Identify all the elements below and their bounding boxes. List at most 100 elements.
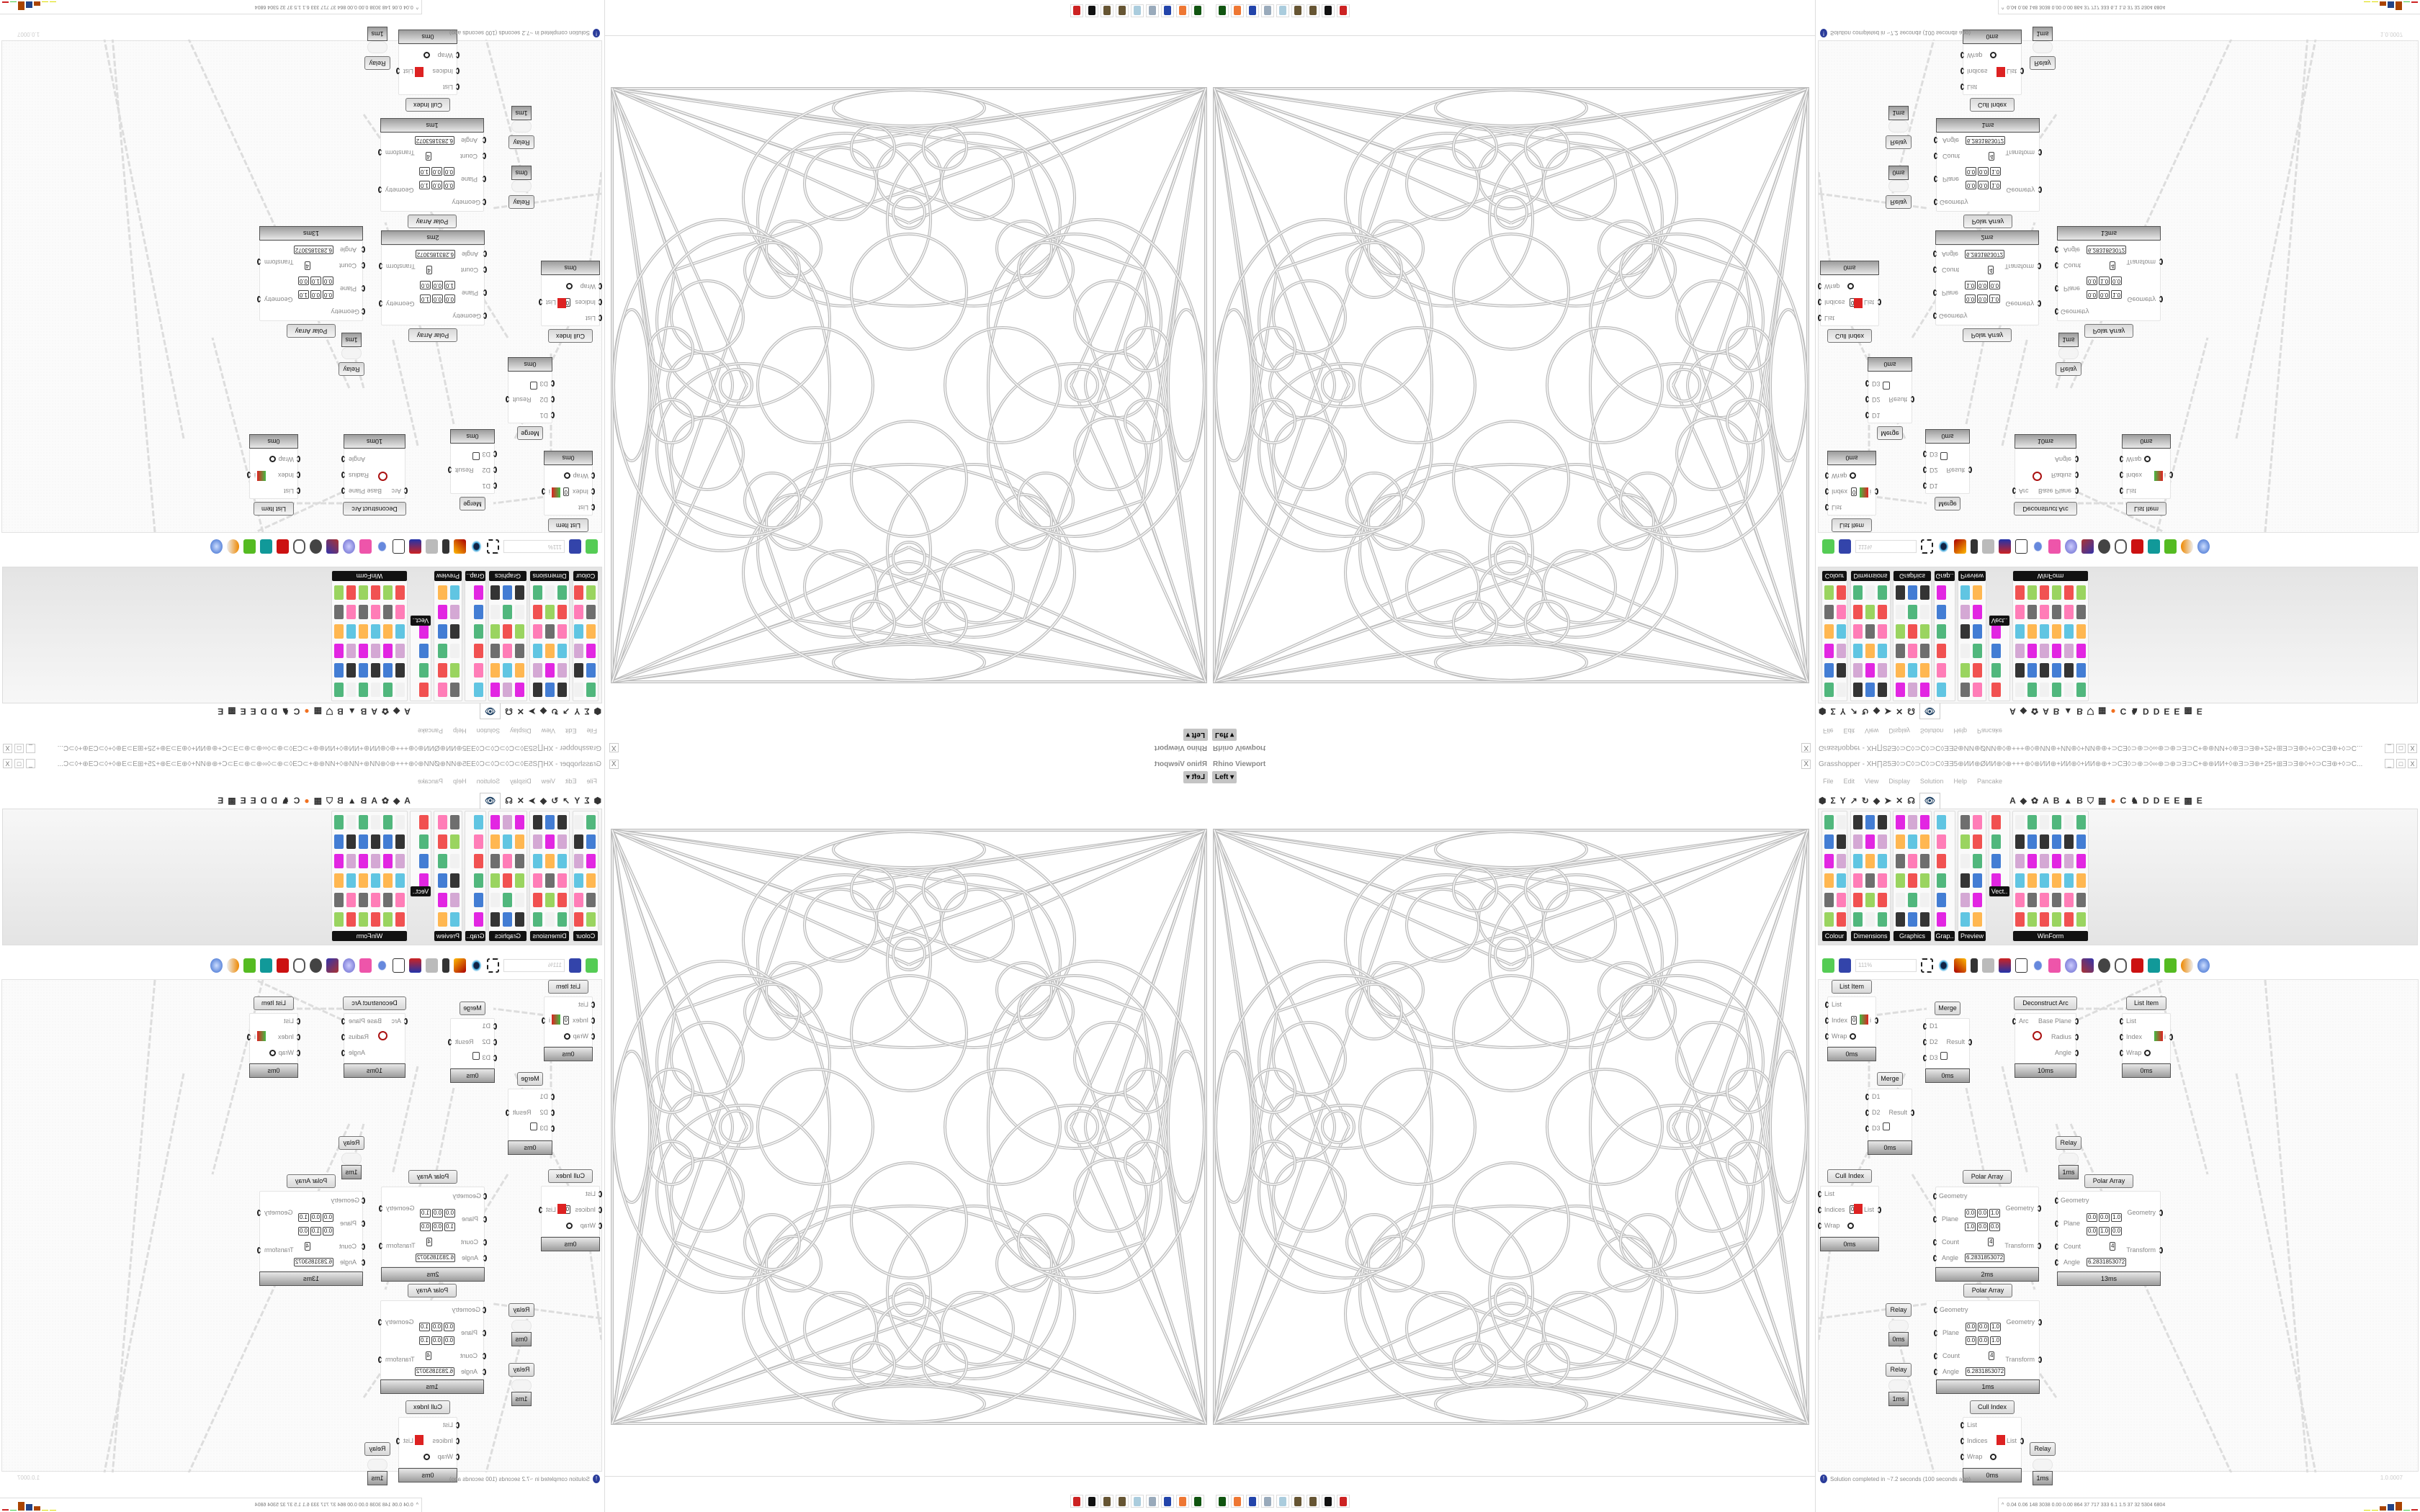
input-grip[interactable] (2055, 1243, 2058, 1250)
view-tab-left[interactable]: Left ▾ (1183, 771, 1208, 783)
plane-o-y-field[interactable]: 0.0 (431, 294, 443, 303)
output-grip[interactable] (1875, 488, 1878, 495)
component-icon[interactable] (1908, 815, 1917, 829)
relay-title[interactable]: Relay (1886, 195, 1912, 209)
component-icon[interactable] (1837, 624, 1846, 639)
relay-body[interactable] (511, 1380, 532, 1392)
input-grip[interactable] (1933, 251, 1937, 257)
component-icon[interactable] (395, 854, 405, 868)
plane-o-y-field[interactable]: 0.0 (1977, 1209, 1989, 1218)
bulb-icon[interactable] (2065, 958, 2077, 973)
component-icon[interactable] (383, 873, 393, 888)
preview-eye-icon[interactable] (1937, 958, 1950, 973)
viewport-close-button[interactable]: X (609, 743, 619, 752)
list-item-body[interactable]: List Index Wrap i 0 (1825, 465, 1878, 516)
chevron-down-icon[interactable]: ▾ (1230, 731, 1234, 739)
tab-icon[interactable]: B (2076, 796, 2083, 806)
firefox-icon[interactable] (1176, 1495, 1189, 1508)
panel-group-label[interactable]: Dimensions (1851, 931, 1890, 941)
floppy-64-icon[interactable] (1246, 4, 1259, 17)
tab-icon[interactable]: ▩ (228, 796, 236, 806)
tab-icon[interactable]: ♞ (2130, 706, 2139, 716)
component-icon[interactable] (346, 605, 356, 619)
polar-array-body[interactable]: Geometry Plane Count Angle Geometry Transform… (257, 1191, 365, 1272)
cog-icon[interactable] (1116, 4, 1129, 17)
blue-sphere-icon[interactable] (2197, 539, 2210, 554)
component-icon[interactable] (1878, 854, 1887, 868)
new-document-icon[interactable] (586, 539, 598, 554)
count-field[interactable]: 4 (425, 152, 431, 161)
tab-icon[interactable]: C (2120, 796, 2127, 806)
component-icon[interactable] (1896, 893, 1905, 907)
deconstruct-arc-body[interactable]: Arc Base Plane Radius Angle (341, 449, 408, 499)
input-grip[interactable] (1933, 1239, 1937, 1246)
tab-icon[interactable]: 👁 (1919, 793, 1941, 809)
viewport-3d-geometry[interactable] (1212, 828, 1813, 1433)
component-icon[interactable] (503, 585, 512, 600)
component-icon[interactable] (545, 644, 555, 658)
cull-index-title[interactable]: Cull Index (1827, 329, 1872, 343)
tab-icon[interactable]: C (2120, 706, 2127, 716)
tab-icon[interactable]: B (2053, 706, 2060, 716)
cluster-icon[interactable] (442, 539, 449, 554)
tab-icon[interactable]: E (2174, 706, 2180, 716)
preview-eye-icon[interactable] (470, 539, 483, 554)
component-icon[interactable] (395, 644, 405, 658)
input-grip[interactable] (493, 1039, 497, 1045)
component-icon[interactable] (557, 815, 567, 829)
output-grip[interactable] (396, 1438, 400, 1444)
panel-group-label[interactable]: Grap.. (465, 571, 485, 581)
input-grip[interactable] (493, 467, 497, 473)
component-icon[interactable] (2076, 854, 2086, 868)
computer-icon[interactable] (1216, 4, 1229, 17)
component-icon[interactable] (1973, 605, 1982, 619)
component-icon[interactable] (2064, 624, 2074, 639)
tab-icon[interactable]: 👁 (479, 793, 501, 809)
relay-body[interactable] (511, 1320, 532, 1332)
input-grip[interactable] (483, 251, 487, 257)
cog-icon[interactable] (1291, 1495, 1304, 1508)
tab-icon[interactable]: D (2143, 706, 2149, 716)
view-tab-left[interactable]: Left ▾ (1183, 729, 1208, 741)
component-icon[interactable] (383, 912, 393, 927)
teal-icon[interactable] (260, 539, 272, 554)
polar-array-body[interactable]: Geometry Plane Count Angle Geometry Transform… (379, 245, 487, 325)
input-grip[interactable] (1934, 176, 1937, 182)
firefox-icon[interactable] (1231, 4, 1244, 17)
plane-z-y-field[interactable]: 0.0 (431, 281, 443, 289)
component-icon[interactable] (359, 605, 368, 619)
component-icon[interactable] (1937, 683, 1946, 697)
bulb-icon[interactable] (2065, 539, 2077, 554)
component-icon[interactable] (1865, 585, 1875, 600)
component-icon[interactable] (515, 815, 524, 829)
output-grip[interactable] (506, 396, 509, 402)
component-icon[interactable] (2015, 873, 2025, 888)
tab-icon[interactable]: ↻ (551, 706, 559, 716)
component-icon[interactable] (490, 815, 500, 829)
gha-icon[interactable] (1999, 958, 2011, 973)
input-grip[interactable] (483, 137, 486, 143)
component-icon[interactable] (2052, 893, 2061, 907)
input-grip[interactable] (1825, 1033, 1829, 1040)
close-button[interactable]: X (2408, 744, 2417, 753)
component-icon[interactable] (1908, 683, 1917, 697)
tab-icon[interactable]: A (371, 706, 377, 716)
cull-index-body[interactable]: List Indices Wrap List (396, 1417, 460, 1468)
component-icon[interactable] (438, 912, 447, 927)
count-field[interactable]: 4 (426, 266, 432, 274)
tab-icon[interactable]: A (2043, 706, 2049, 716)
list-item-body[interactable]: List Index Wrap i 0 (542, 996, 595, 1047)
component-icon[interactable] (1991, 663, 2001, 678)
input-grip[interactable] (2120, 472, 2123, 478)
input-grip[interactable] (2055, 262, 2058, 269)
component-icon[interactable] (533, 893, 542, 907)
component-icon[interactable] (1837, 834, 1846, 849)
tab-icon[interactable]: ✕ (516, 706, 524, 716)
component-icon[interactable] (490, 893, 500, 907)
component-icon[interactable] (557, 912, 567, 927)
component-icon[interactable] (2027, 893, 2037, 907)
cull-index-title[interactable]: Cull Index (1970, 1400, 2015, 1414)
tab-icon[interactable]: ✕ (1896, 706, 1904, 716)
component-icon[interactable] (2040, 683, 2049, 697)
component-icon[interactable] (490, 644, 500, 658)
